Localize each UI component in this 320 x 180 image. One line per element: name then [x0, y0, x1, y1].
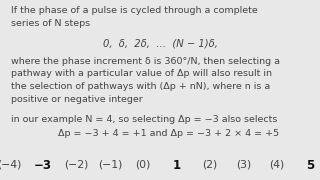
- Text: (−4): (−4): [0, 159, 22, 169]
- Text: −3: −3: [34, 159, 52, 172]
- Text: (2): (2): [203, 159, 218, 169]
- Text: in our example N = 4, so selecting Δp = −3 also selects: in our example N = 4, so selecting Δp = …: [11, 115, 277, 124]
- Text: the selection of pathways with (Δp + nN), where n is a: the selection of pathways with (Δp + nN)…: [11, 82, 270, 91]
- Text: (4): (4): [269, 159, 284, 169]
- Text: (0): (0): [136, 159, 151, 169]
- Text: If the phase of a pulse is cycled through a complete: If the phase of a pulse is cycled throug…: [11, 6, 258, 15]
- Text: where the phase increment δ is 360°/N, then selecting a: where the phase increment δ is 360°/N, t…: [11, 57, 280, 66]
- Text: 1: 1: [173, 159, 181, 172]
- Text: (3): (3): [236, 159, 251, 169]
- Text: 0,  δ,  2δ,  …  (N − 1)δ,: 0, δ, 2δ, … (N − 1)δ,: [103, 39, 217, 49]
- Text: series of N steps: series of N steps: [11, 19, 90, 28]
- Text: 5: 5: [306, 159, 315, 172]
- Text: positive or negative integer: positive or negative integer: [11, 94, 143, 103]
- Text: (−2): (−2): [64, 159, 89, 169]
- Text: pathway with a particular value of Δp will also result in: pathway with a particular value of Δp wi…: [11, 69, 272, 78]
- Text: Δp = −3 + 4 = +1 and Δp = −3 + 2 × 4 = +5: Δp = −3 + 4 = +1 and Δp = −3 + 2 × 4 = +…: [58, 129, 279, 138]
- Text: (−1): (−1): [98, 159, 122, 169]
